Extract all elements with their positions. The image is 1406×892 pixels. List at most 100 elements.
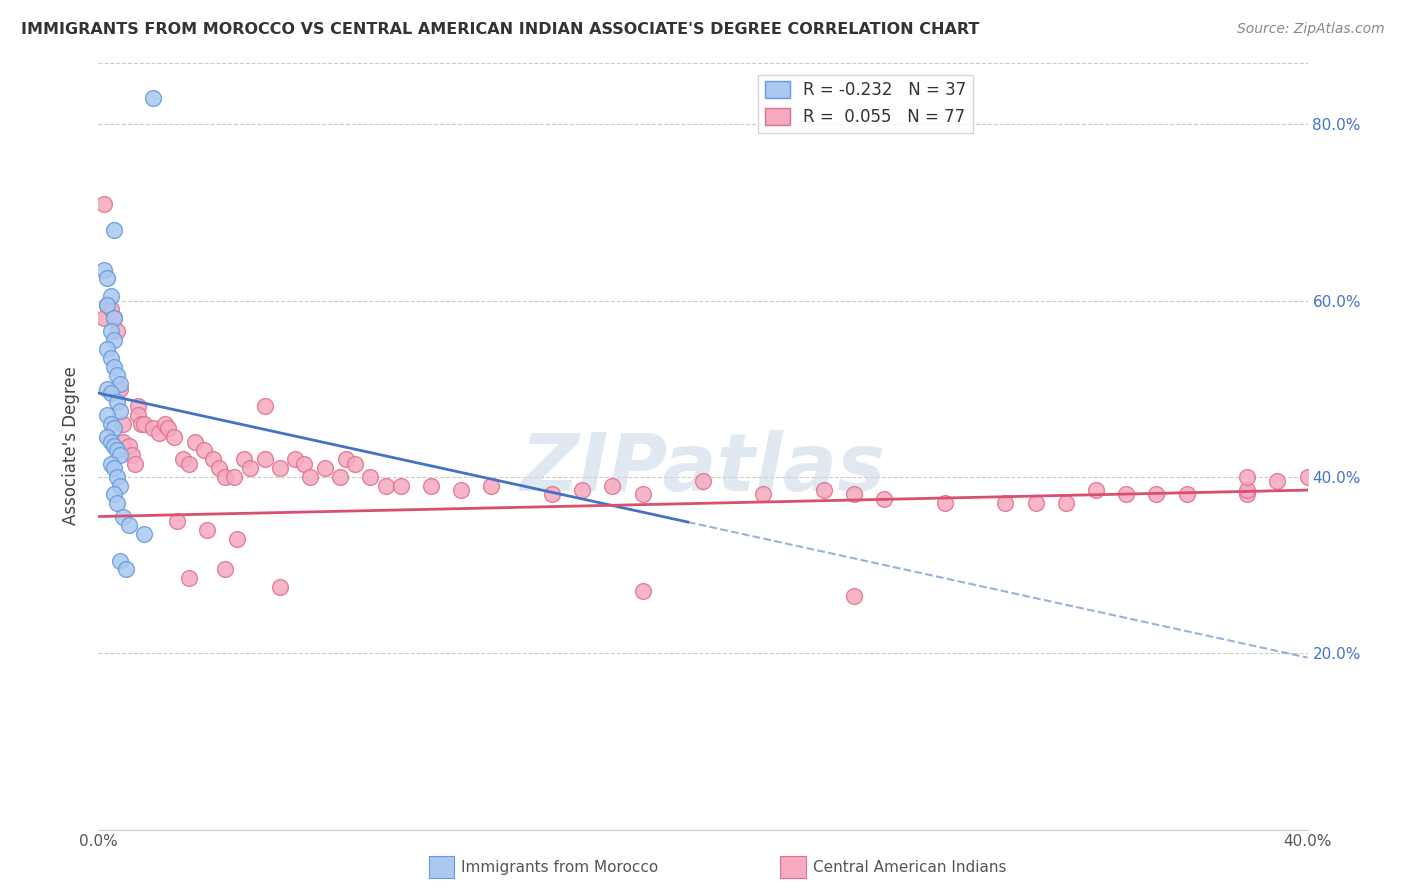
- Point: [121, 448, 143, 462]
- Point: [195, 523, 218, 537]
- Point: [103, 333, 125, 347]
- Point: [148, 425, 170, 440]
- Point: [108, 403, 131, 417]
- Point: [100, 302, 122, 317]
- Point: [844, 487, 866, 501]
- Point: [1024, 496, 1046, 510]
- Point: [374, 478, 396, 492]
- Point: [994, 496, 1017, 510]
- Point: [179, 457, 201, 471]
- Point: [96, 408, 118, 422]
- Point: [100, 457, 122, 471]
- Point: [813, 483, 835, 497]
- Point: [344, 457, 367, 471]
- Point: [132, 527, 155, 541]
- Point: [108, 554, 131, 568]
- Point: [934, 496, 956, 510]
- Point: [420, 478, 443, 492]
- Point: [1175, 487, 1198, 501]
- Point: [163, 430, 186, 444]
- Point: [184, 434, 207, 449]
- Point: [100, 289, 122, 303]
- Point: [1236, 483, 1258, 497]
- Point: [103, 487, 125, 501]
- Point: [156, 421, 179, 435]
- Point: [93, 196, 115, 211]
- Point: [118, 439, 141, 453]
- Point: [96, 298, 118, 312]
- Point: [93, 262, 115, 277]
- Point: [226, 532, 249, 546]
- Point: [96, 298, 118, 312]
- Text: ZIPatlas: ZIPatlas: [520, 430, 886, 508]
- Point: [132, 417, 155, 431]
- Point: [103, 461, 125, 475]
- Point: [103, 311, 125, 326]
- Point: [153, 417, 176, 431]
- Point: [481, 478, 503, 492]
- Point: [105, 395, 128, 409]
- Point: [100, 324, 122, 338]
- Point: [103, 359, 125, 374]
- Point: [631, 584, 654, 599]
- Point: [253, 400, 276, 414]
- Point: [108, 448, 131, 462]
- Point: [111, 509, 134, 524]
- Point: [540, 487, 562, 501]
- Point: [166, 514, 188, 528]
- Point: [269, 461, 291, 475]
- Point: [269, 580, 291, 594]
- Point: [105, 470, 128, 484]
- Point: [224, 470, 246, 484]
- Point: [127, 408, 149, 422]
- Point: [108, 478, 131, 492]
- Point: [103, 223, 125, 237]
- Point: [1054, 496, 1077, 510]
- Point: [96, 382, 118, 396]
- Point: [873, 491, 896, 506]
- Point: [114, 562, 136, 576]
- Point: [1296, 470, 1319, 484]
- Point: [172, 452, 194, 467]
- Point: [100, 417, 122, 431]
- Point: [631, 487, 654, 501]
- Point: [100, 351, 122, 365]
- Point: [118, 518, 141, 533]
- Point: [360, 470, 382, 484]
- Point: [96, 342, 118, 356]
- Point: [105, 324, 128, 338]
- Text: IMMIGRANTS FROM MOROCCO VS CENTRAL AMERICAN INDIAN ASSOCIATE'S DEGREE CORRELATIO: IMMIGRANTS FROM MOROCCO VS CENTRAL AMERI…: [21, 22, 980, 37]
- Point: [103, 439, 125, 453]
- Point: [232, 452, 254, 467]
- Point: [129, 417, 152, 431]
- Point: [1144, 487, 1167, 501]
- Point: [111, 417, 134, 431]
- Point: [450, 483, 472, 497]
- Point: [214, 562, 236, 576]
- Point: [96, 271, 118, 285]
- Point: [100, 434, 122, 449]
- Y-axis label: Associate's Degree: Associate's Degree: [62, 367, 80, 525]
- Point: [103, 421, 125, 435]
- Point: [179, 571, 201, 585]
- Point: [103, 311, 125, 326]
- Point: [299, 470, 322, 484]
- Point: [108, 382, 131, 396]
- Point: [292, 457, 315, 471]
- Point: [127, 400, 149, 414]
- Legend: R = -0.232   N = 37, R =  0.055   N = 77: R = -0.232 N = 37, R = 0.055 N = 77: [758, 75, 973, 133]
- Point: [692, 475, 714, 489]
- Point: [105, 443, 128, 458]
- Point: [239, 461, 262, 475]
- Point: [329, 470, 352, 484]
- Point: [214, 470, 236, 484]
- Point: [111, 434, 134, 449]
- Point: [105, 368, 128, 383]
- Point: [100, 386, 122, 401]
- Text: Immigrants from Morocco: Immigrants from Morocco: [461, 860, 658, 874]
- Point: [105, 496, 128, 510]
- Point: [752, 487, 775, 501]
- Point: [602, 478, 624, 492]
- Text: Source: ZipAtlas.com: Source: ZipAtlas.com: [1237, 22, 1385, 37]
- Point: [208, 461, 231, 475]
